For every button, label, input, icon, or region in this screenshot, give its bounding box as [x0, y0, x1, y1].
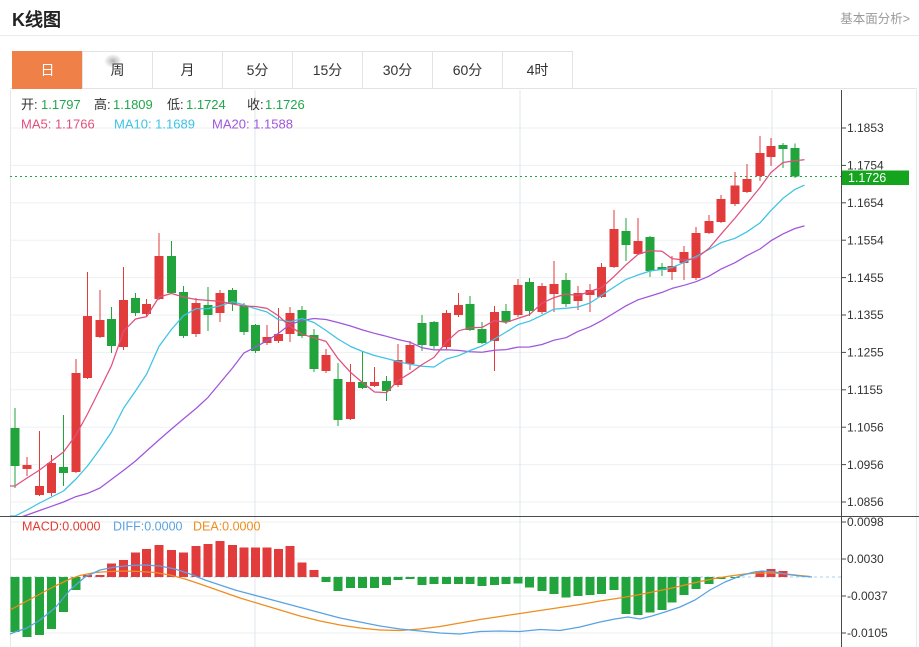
svg-text:收:: 收:	[247, 97, 264, 112]
svg-text:1.1554: 1.1554	[847, 233, 884, 247]
svg-text:1.1255: 1.1255	[847, 346, 884, 360]
svg-text:MA5: 1.1766: MA5: 1.1766	[21, 117, 95, 132]
svg-text:1.1726: 1.1726	[265, 97, 305, 112]
svg-text:0.0030: 0.0030	[847, 552, 884, 566]
svg-text:1.1809: 1.1809	[113, 97, 153, 112]
svg-text:开:: 开:	[21, 97, 38, 112]
svg-text:-0.0105: -0.0105	[847, 626, 888, 640]
svg-text:MA10: 1.1689: MA10: 1.1689	[114, 117, 195, 132]
svg-text:1.0856: 1.0856	[847, 495, 884, 509]
svg-text:高:: 高:	[94, 97, 111, 112]
svg-text:1.1724: 1.1724	[186, 97, 226, 112]
svg-text:1.1797: 1.1797	[41, 97, 81, 112]
svg-text:1.1754: 1.1754	[847, 159, 884, 173]
svg-text:1.1654: 1.1654	[847, 196, 884, 210]
svg-text:1.1726: 1.1726	[848, 171, 886, 185]
svg-text:MA20: 1.1588: MA20: 1.1588	[212, 117, 293, 132]
svg-text:MACD:0.0000: MACD:0.0000	[22, 520, 101, 534]
svg-text:DIFF:0.0000: DIFF:0.0000	[113, 520, 183, 534]
svg-text:1.1155: 1.1155	[847, 383, 883, 397]
svg-text:1.1455: 1.1455	[847, 271, 884, 285]
svg-text:1.1355: 1.1355	[847, 308, 884, 322]
svg-text:低:: 低:	[167, 97, 184, 112]
svg-text:1.0956: 1.0956	[847, 458, 884, 472]
svg-text:DEA:0.0000: DEA:0.0000	[193, 520, 260, 534]
svg-text:0.0098: 0.0098	[847, 515, 884, 529]
svg-text:1.1853: 1.1853	[847, 121, 884, 135]
svg-text:-0.0037: -0.0037	[847, 589, 888, 603]
svg-text:1.1056: 1.1056	[847, 420, 884, 434]
